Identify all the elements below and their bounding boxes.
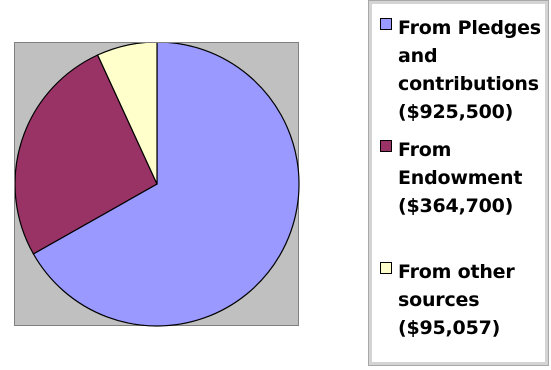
legend-line: ($925,500) — [398, 101, 514, 123]
pie-slice-endowment — [15, 54, 158, 255]
chart-plot-area — [14, 42, 300, 327]
legend-line: sources — [398, 289, 480, 311]
legend-line: From Pledges — [398, 17, 541, 39]
pie-slice-pledges — [32, 43, 300, 327]
legend-swatch-endowment — [380, 140, 392, 152]
legend-label-other: From other sources ($95,057) — [398, 258, 548, 342]
legend-label-pledges: From Pledges and contributions ($925,500… — [398, 14, 548, 126]
legend-swatch-pledges — [380, 18, 392, 30]
chart-legend: From Pledges and contributions ($925,500… — [368, 0, 549, 366]
legend-swatch-other — [380, 262, 392, 274]
legend-line: From — [398, 139, 452, 161]
legend-line: contributions — [398, 73, 539, 95]
legend-line: ($364,700) — [398, 195, 514, 217]
legend-line: ($95,057) — [398, 317, 501, 339]
legend-line: and — [398, 45, 438, 67]
pie-slice-other — [96, 43, 158, 185]
pie-chart — [15, 43, 300, 327]
legend-label-endowment: From Endowment ($364,700) — [398, 136, 548, 220]
legend-line: Endowment — [398, 167, 523, 189]
legend-line: From other — [398, 261, 515, 283]
